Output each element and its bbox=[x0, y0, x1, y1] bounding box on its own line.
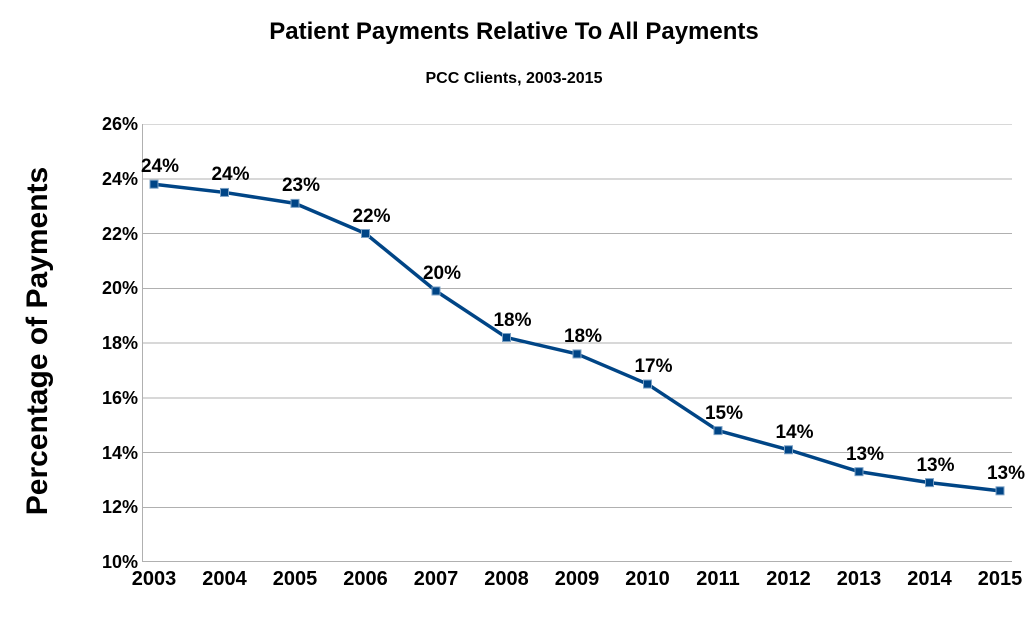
y-tick-label: 26% bbox=[82, 114, 138, 135]
data-point-label: 18% bbox=[483, 310, 543, 332]
y-tick-label: 22% bbox=[82, 224, 138, 245]
data-point-label: 18% bbox=[553, 326, 613, 348]
x-tick-label: 2009 bbox=[542, 568, 612, 591]
y-tick-label: 18% bbox=[82, 333, 138, 354]
data-point-label: 14% bbox=[765, 422, 825, 444]
data-point-label: 22% bbox=[342, 206, 402, 228]
x-tick-label: 2011 bbox=[683, 568, 753, 591]
x-tick-label: 2006 bbox=[331, 568, 401, 591]
x-tick-label: 2008 bbox=[472, 568, 542, 591]
data-point-label: 17% bbox=[624, 356, 684, 378]
y-tick-label: 20% bbox=[82, 278, 138, 299]
data-point-label: 23% bbox=[271, 175, 331, 197]
data-point-label: 24% bbox=[201, 164, 261, 186]
y-axis-label: Percentage of Payments bbox=[21, 111, 55, 571]
y-tick-label: 14% bbox=[82, 443, 138, 464]
x-tick-label: 2005 bbox=[260, 568, 330, 591]
data-point-label: 13% bbox=[835, 444, 895, 466]
data-point-label: 13% bbox=[906, 455, 966, 477]
chart-stage: Patient Payments Relative To All Payment… bbox=[0, 0, 1028, 621]
x-tick-label: 2004 bbox=[190, 568, 260, 591]
chart-subtitle: PCC Clients, 2003-2015 bbox=[0, 70, 1028, 88]
x-tick-label: 2014 bbox=[895, 568, 965, 591]
data-point-label: 24% bbox=[130, 156, 190, 178]
x-tick-label: 2010 bbox=[613, 568, 683, 591]
data-point-label: 20% bbox=[412, 263, 472, 285]
x-tick-label: 2015 bbox=[965, 568, 1028, 591]
y-tick-label: 16% bbox=[82, 388, 138, 409]
x-tick-label: 2007 bbox=[401, 568, 471, 591]
x-tick-label: 2012 bbox=[754, 568, 824, 591]
y-tick-label: 12% bbox=[82, 497, 138, 518]
x-tick-label: 2003 bbox=[119, 568, 189, 591]
data-point-label: 13% bbox=[976, 463, 1028, 485]
data-point-label: 15% bbox=[694, 403, 754, 425]
chart-title: Patient Payments Relative To All Payment… bbox=[0, 18, 1028, 46]
x-tick-label: 2013 bbox=[824, 568, 894, 591]
